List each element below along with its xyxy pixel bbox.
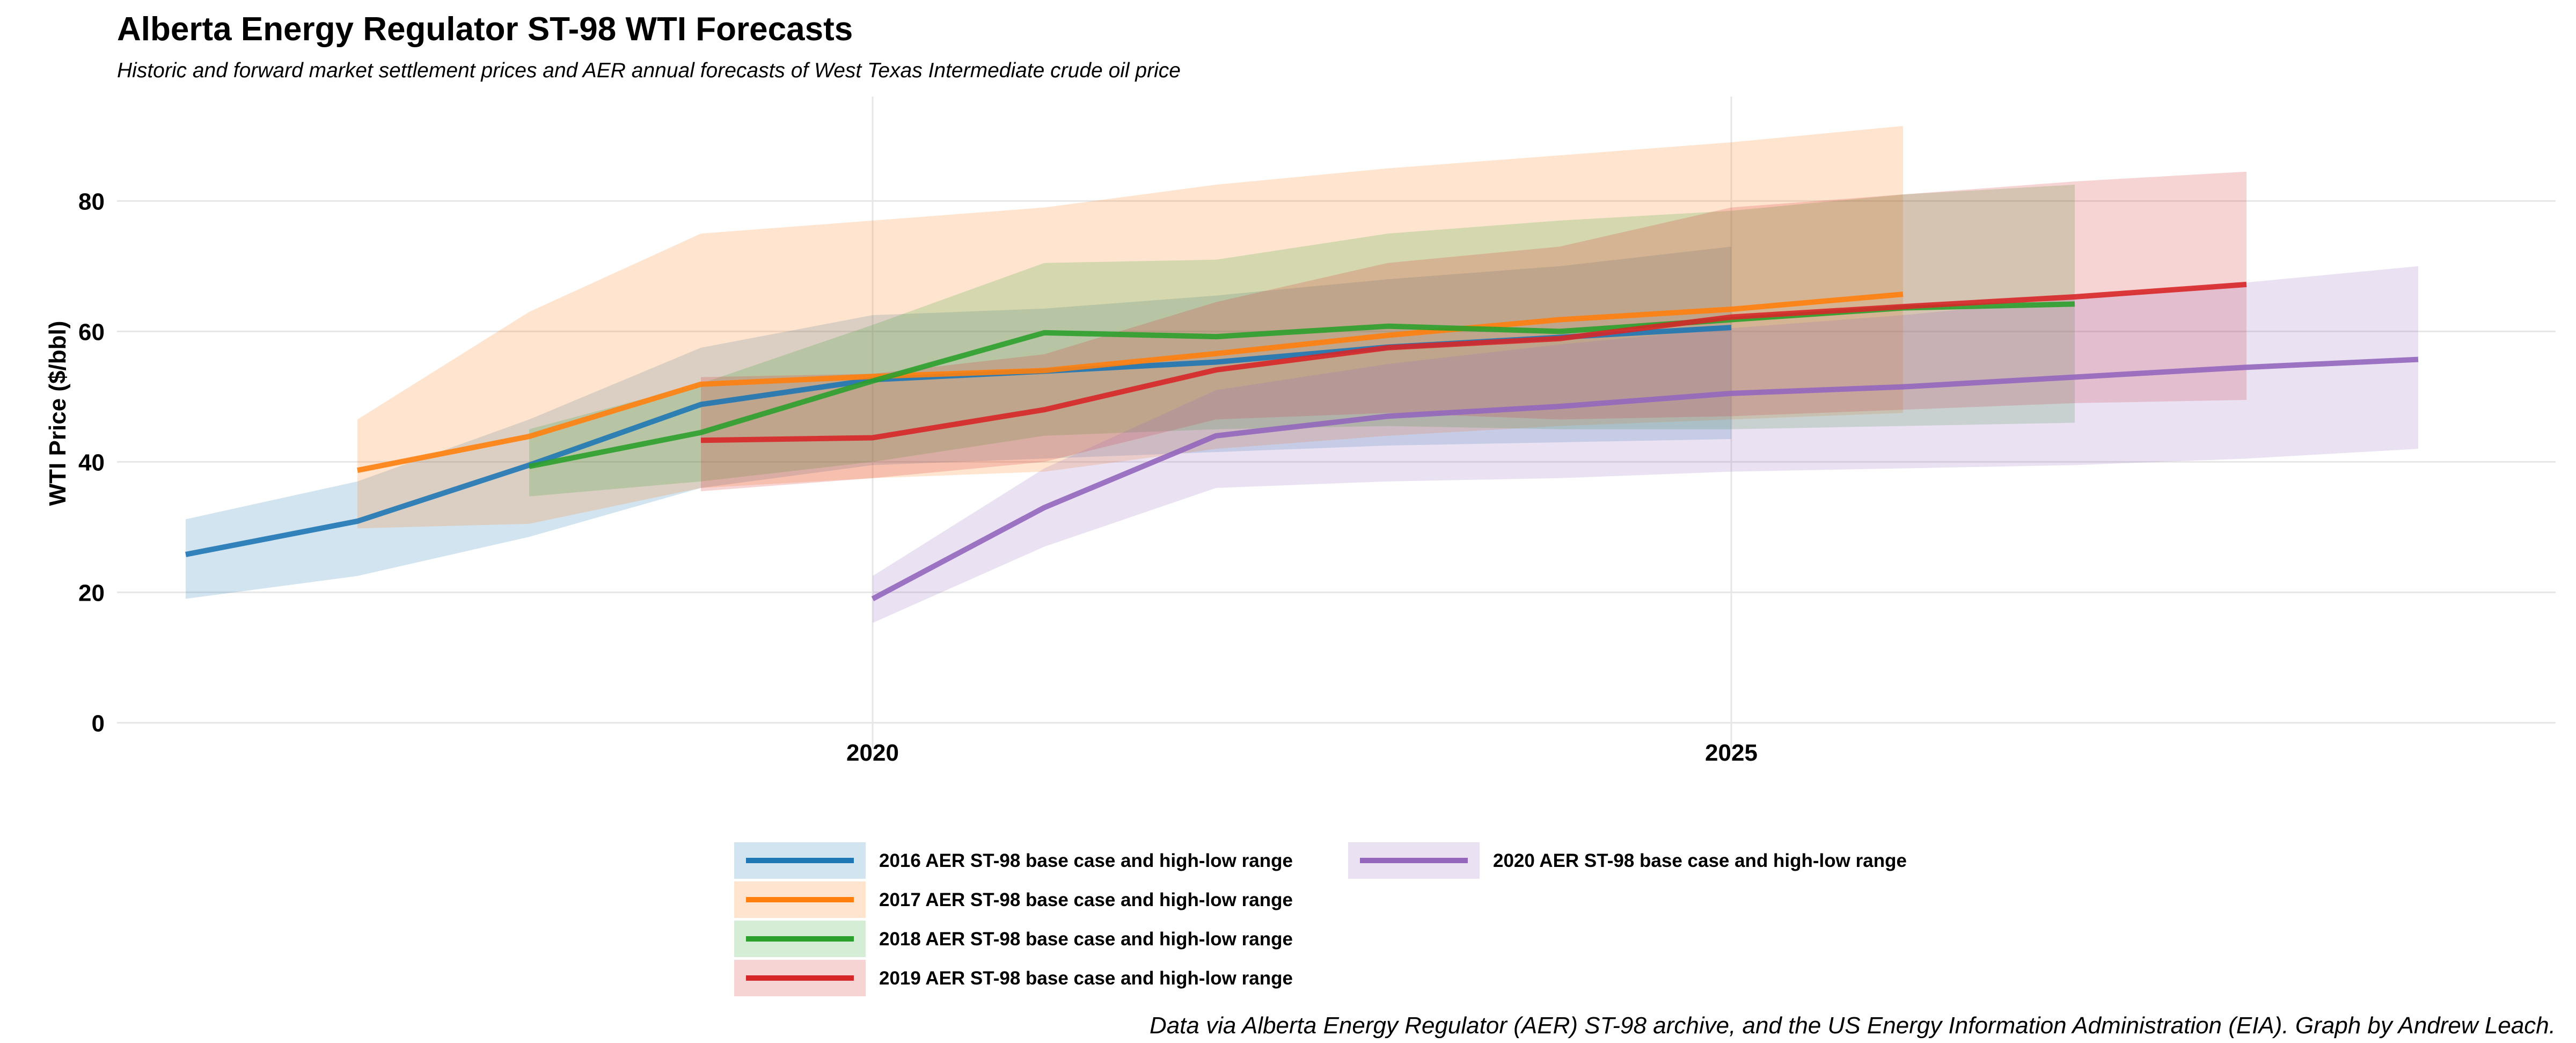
base-case-line-5 xyxy=(871,356,2419,601)
legend-item-3: 2018 AER ST-98 base case and high-low ra… xyxy=(734,921,1293,957)
legend-item-2: 2017 AER ST-98 base case and high-low ra… xyxy=(734,881,1293,918)
grid xyxy=(117,97,2556,749)
chart-title: Alberta Energy Regulator ST-98 WTI Forec… xyxy=(117,11,853,48)
caption: Data via Alberta Energy Regulator (AER) … xyxy=(1150,1012,2556,1039)
base-case-line-2 xyxy=(357,291,1904,473)
base-case-line-4 xyxy=(700,281,2247,443)
legend-label: 2017 AER ST-98 base case and high-low ra… xyxy=(879,889,1293,910)
base-case-lines xyxy=(185,281,2419,601)
range-band-3 xyxy=(529,185,2075,497)
y-tick-label: 80 xyxy=(78,188,105,215)
x-axis: 2020 2025 xyxy=(846,740,1758,766)
legend-label: 2018 AER ST-98 base case and high-low ra… xyxy=(879,929,1293,950)
range-band-5 xyxy=(873,266,2418,623)
range-band-2 xyxy=(357,126,1903,529)
y-tick-label: 0 xyxy=(92,710,105,736)
legend-item-5: 2020 AER ST-98 base case and high-low ra… xyxy=(1348,842,1907,879)
legend-item-1: 2016 AER ST-98 base case and high-low ra… xyxy=(734,842,1293,879)
chart-subtitle: Historic and forward market settlement p… xyxy=(117,59,1181,82)
y-axis-label: WTI Price ($/bbl) xyxy=(45,321,71,506)
legend-label: 2016 AER ST-98 base case and high-low ra… xyxy=(879,850,1293,871)
y-tick-label: 20 xyxy=(78,580,105,606)
legend-item-4: 2019 AER ST-98 base case and high-low ra… xyxy=(734,960,1293,996)
y-axis: 0 20 40 60 80 xyxy=(78,188,105,736)
x-tick-label: 2020 xyxy=(846,740,899,766)
ranges xyxy=(186,126,2418,623)
legend-label: 2020 AER ST-98 base case and high-low ra… xyxy=(1493,850,1907,871)
legend-label: 2019 AER ST-98 base case and high-low ra… xyxy=(879,968,1293,989)
y-tick-label: 60 xyxy=(78,319,105,345)
x-tick-label: 2025 xyxy=(1705,740,1758,766)
y-tick-label: 40 xyxy=(78,449,105,476)
legend: 2016 AER ST-98 base case and high-low ra… xyxy=(734,842,1907,996)
